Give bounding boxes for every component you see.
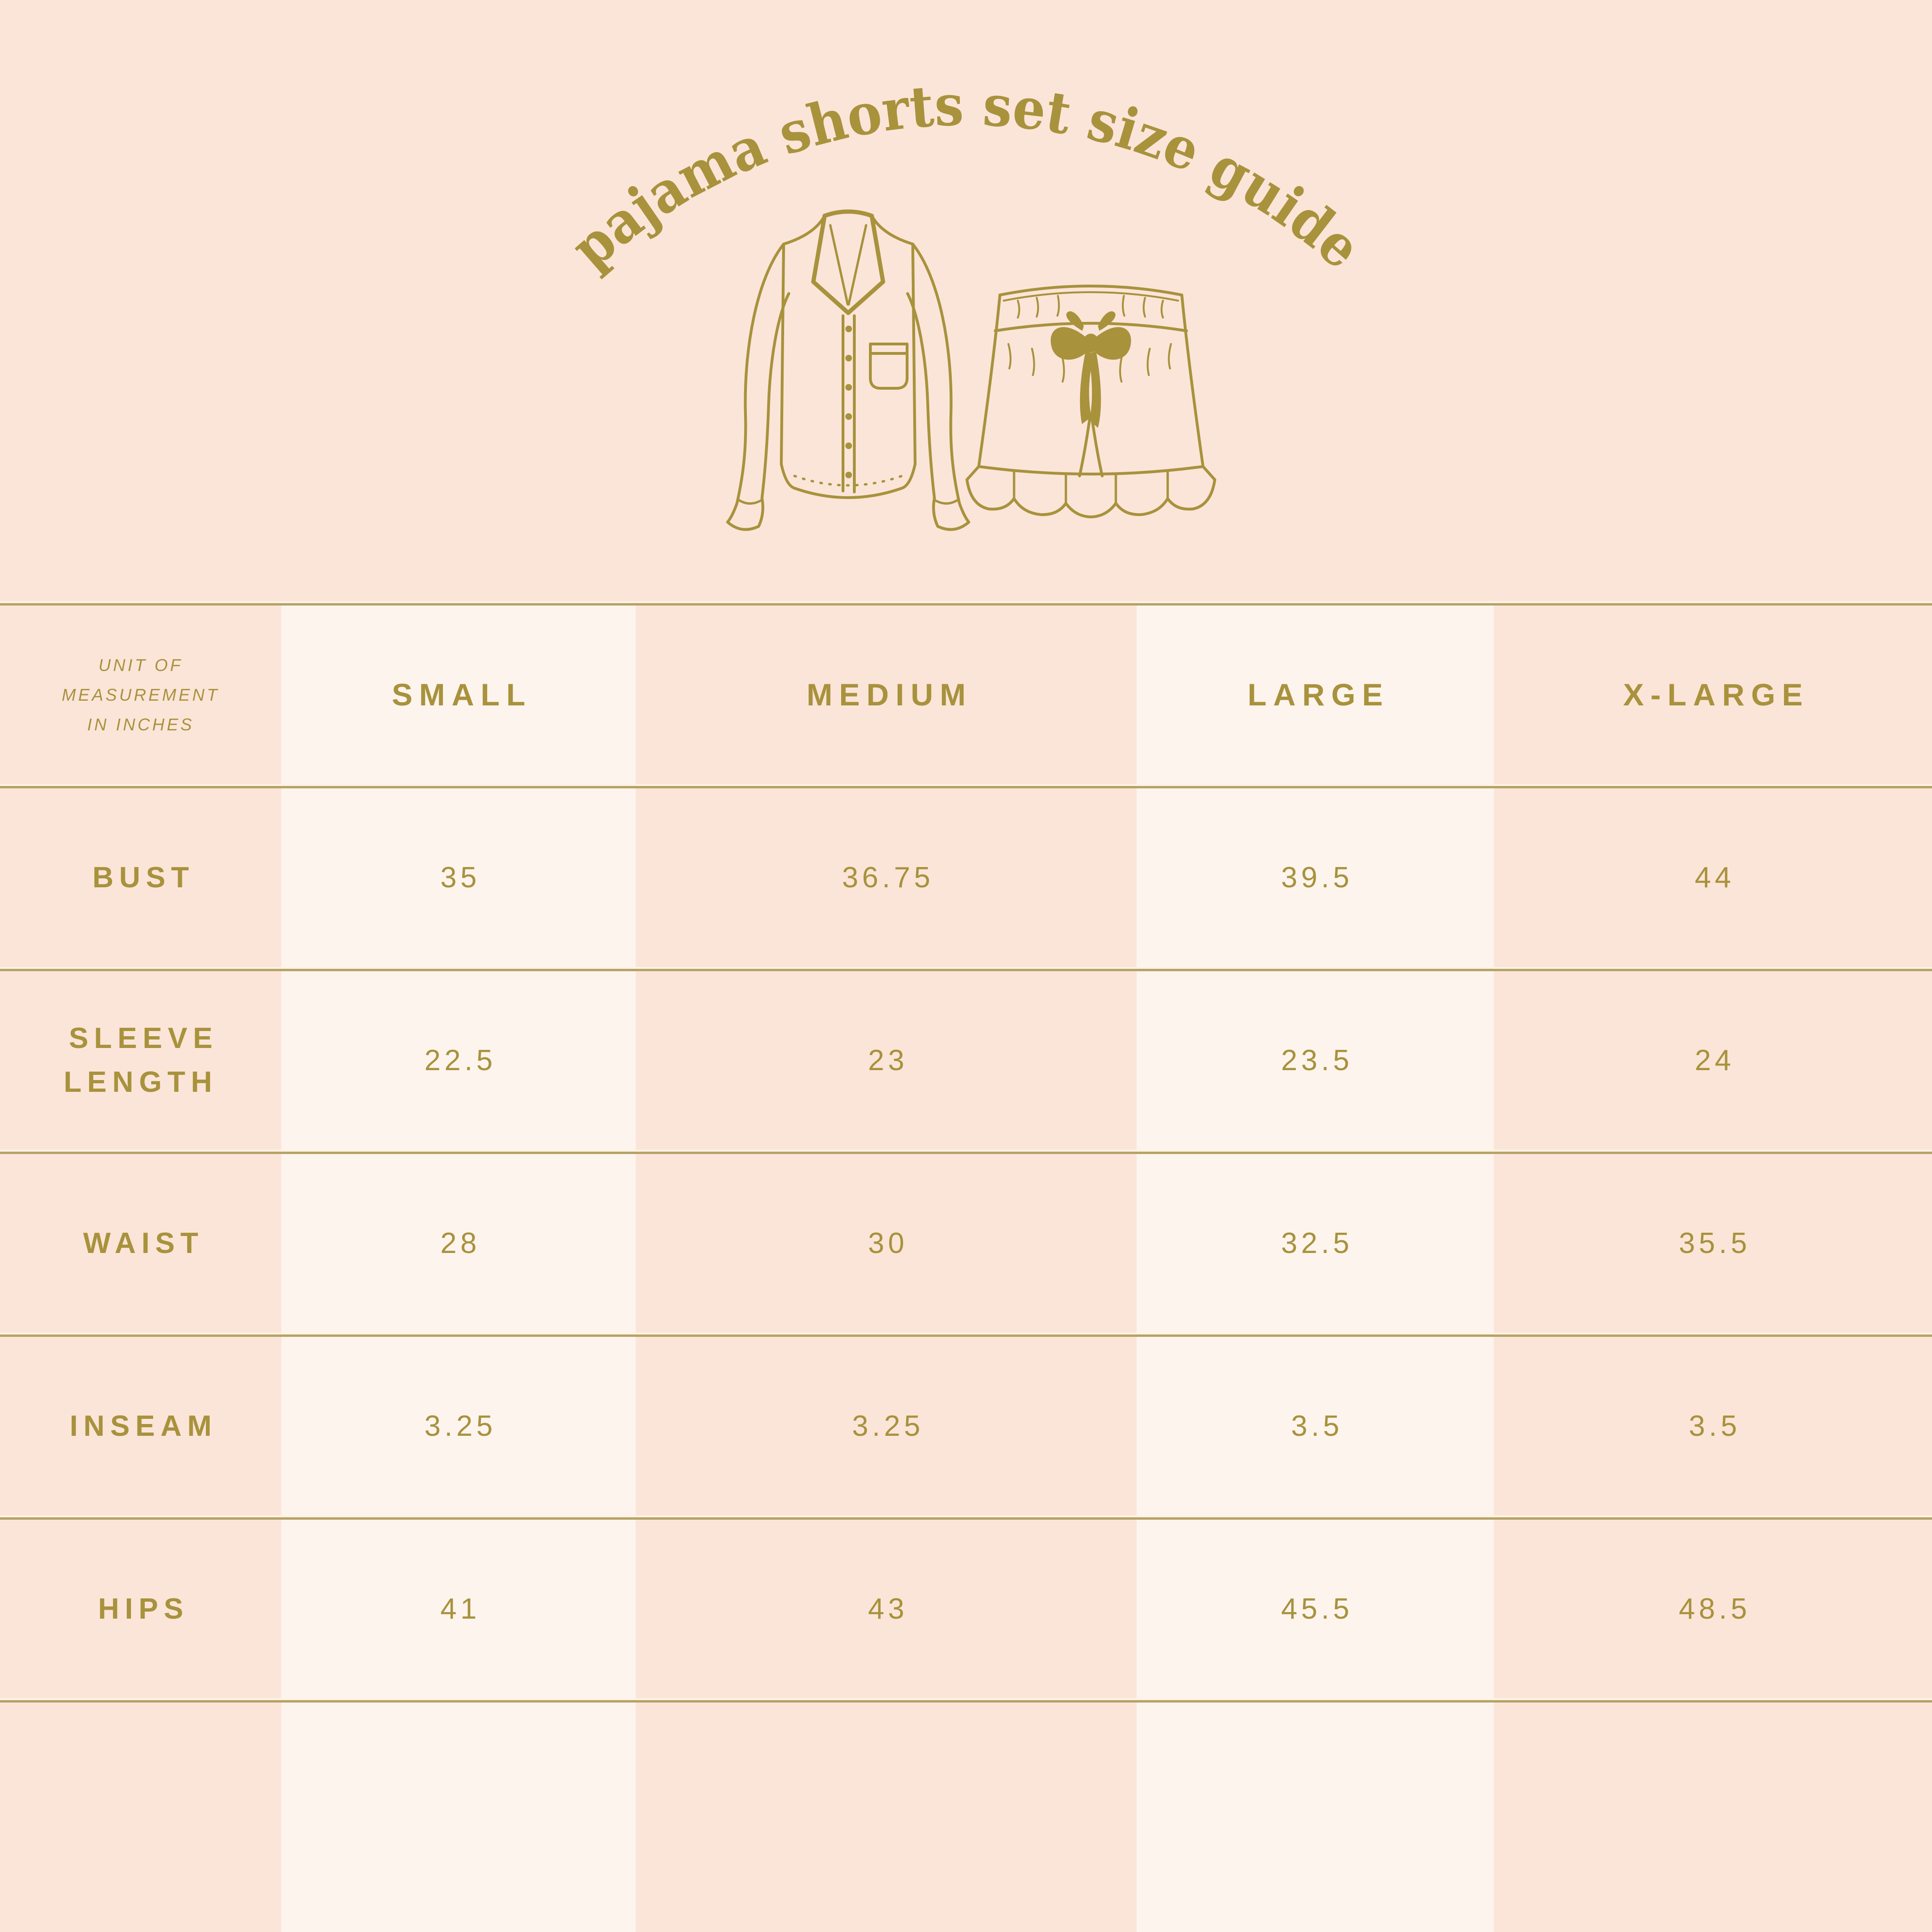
column-header-x-large: X-LARGE (1623, 677, 1809, 712)
pajama-shorts-icon (966, 285, 1216, 518)
cell-bust-medium: 36.75 (842, 861, 934, 894)
cell-inseam-x-large: 3.5 (1688, 1409, 1741, 1442)
table-gridline (0, 969, 1932, 971)
cell-waist-medium: 30 (868, 1227, 908, 1260)
column-header-medium: MEDIUM (806, 677, 973, 712)
row-label-waist: WAIST (83, 1227, 204, 1260)
row-label-sleeve-length: SLEEVE LENGTH (64, 1022, 218, 1098)
cell-bust-x-large: 44 (1695, 861, 1735, 894)
cell-waist-large: 32.5 (1281, 1227, 1353, 1260)
cell-sleeve-length-medium: 23 (868, 1044, 908, 1077)
row-label-bust: BUST (92, 861, 195, 894)
unit-note-line: UNIT OF (98, 655, 183, 675)
cell-bust-large: 39.5 (1281, 861, 1353, 894)
cell-hips-medium: 43 (868, 1592, 908, 1625)
cell-waist-x-large: 35.5 (1678, 1227, 1751, 1260)
cell-hips-small: 41 (440, 1592, 481, 1625)
pajama-shirt-icon (726, 209, 970, 531)
cell-sleeve-length-large: 23.5 (1281, 1044, 1353, 1077)
table-gridline (0, 1700, 1932, 1703)
table-gridline (0, 1517, 1932, 1520)
cell-waist-small: 28 (440, 1227, 481, 1260)
cell-sleeve-length-x-large: 24 (1695, 1044, 1735, 1077)
row-label-inseam: INSEAM (69, 1409, 218, 1442)
cell-inseam-small: 3.25 (424, 1409, 497, 1442)
column-stripe-large (1137, 603, 1494, 1932)
cell-sleeve-length-small: 22.5 (424, 1044, 497, 1077)
pajama-set-illustration (726, 209, 1216, 531)
table-gridline (0, 1152, 1932, 1154)
column-stripe-small (281, 603, 636, 1932)
drawstring-bow-icon (1050, 311, 1131, 428)
column-header-large: LARGE (1247, 677, 1390, 712)
cell-inseam-medium: 3.25 (852, 1409, 924, 1442)
table-gridline (0, 1334, 1932, 1337)
title-arch: pajama shorts set size guide (558, 72, 1374, 282)
unit-note-line: MEASUREMENT (61, 685, 220, 704)
cell-hips-large: 45.5 (1281, 1592, 1353, 1625)
column-header-small: SMALL (392, 677, 532, 712)
unit-note: UNIT OF MEASUREMENT IN INCHES (0, 603, 281, 786)
row-label-hips: HIPS (98, 1592, 189, 1625)
cell-hips-x-large: 48.5 (1678, 1592, 1751, 1625)
cell-bust-small: 35 (440, 861, 481, 894)
table-gridline (0, 786, 1932, 788)
cell-inseam-large: 3.5 (1291, 1409, 1343, 1442)
unit-note-line: IN INCHES (87, 714, 195, 734)
table-gridline (0, 603, 1932, 606)
